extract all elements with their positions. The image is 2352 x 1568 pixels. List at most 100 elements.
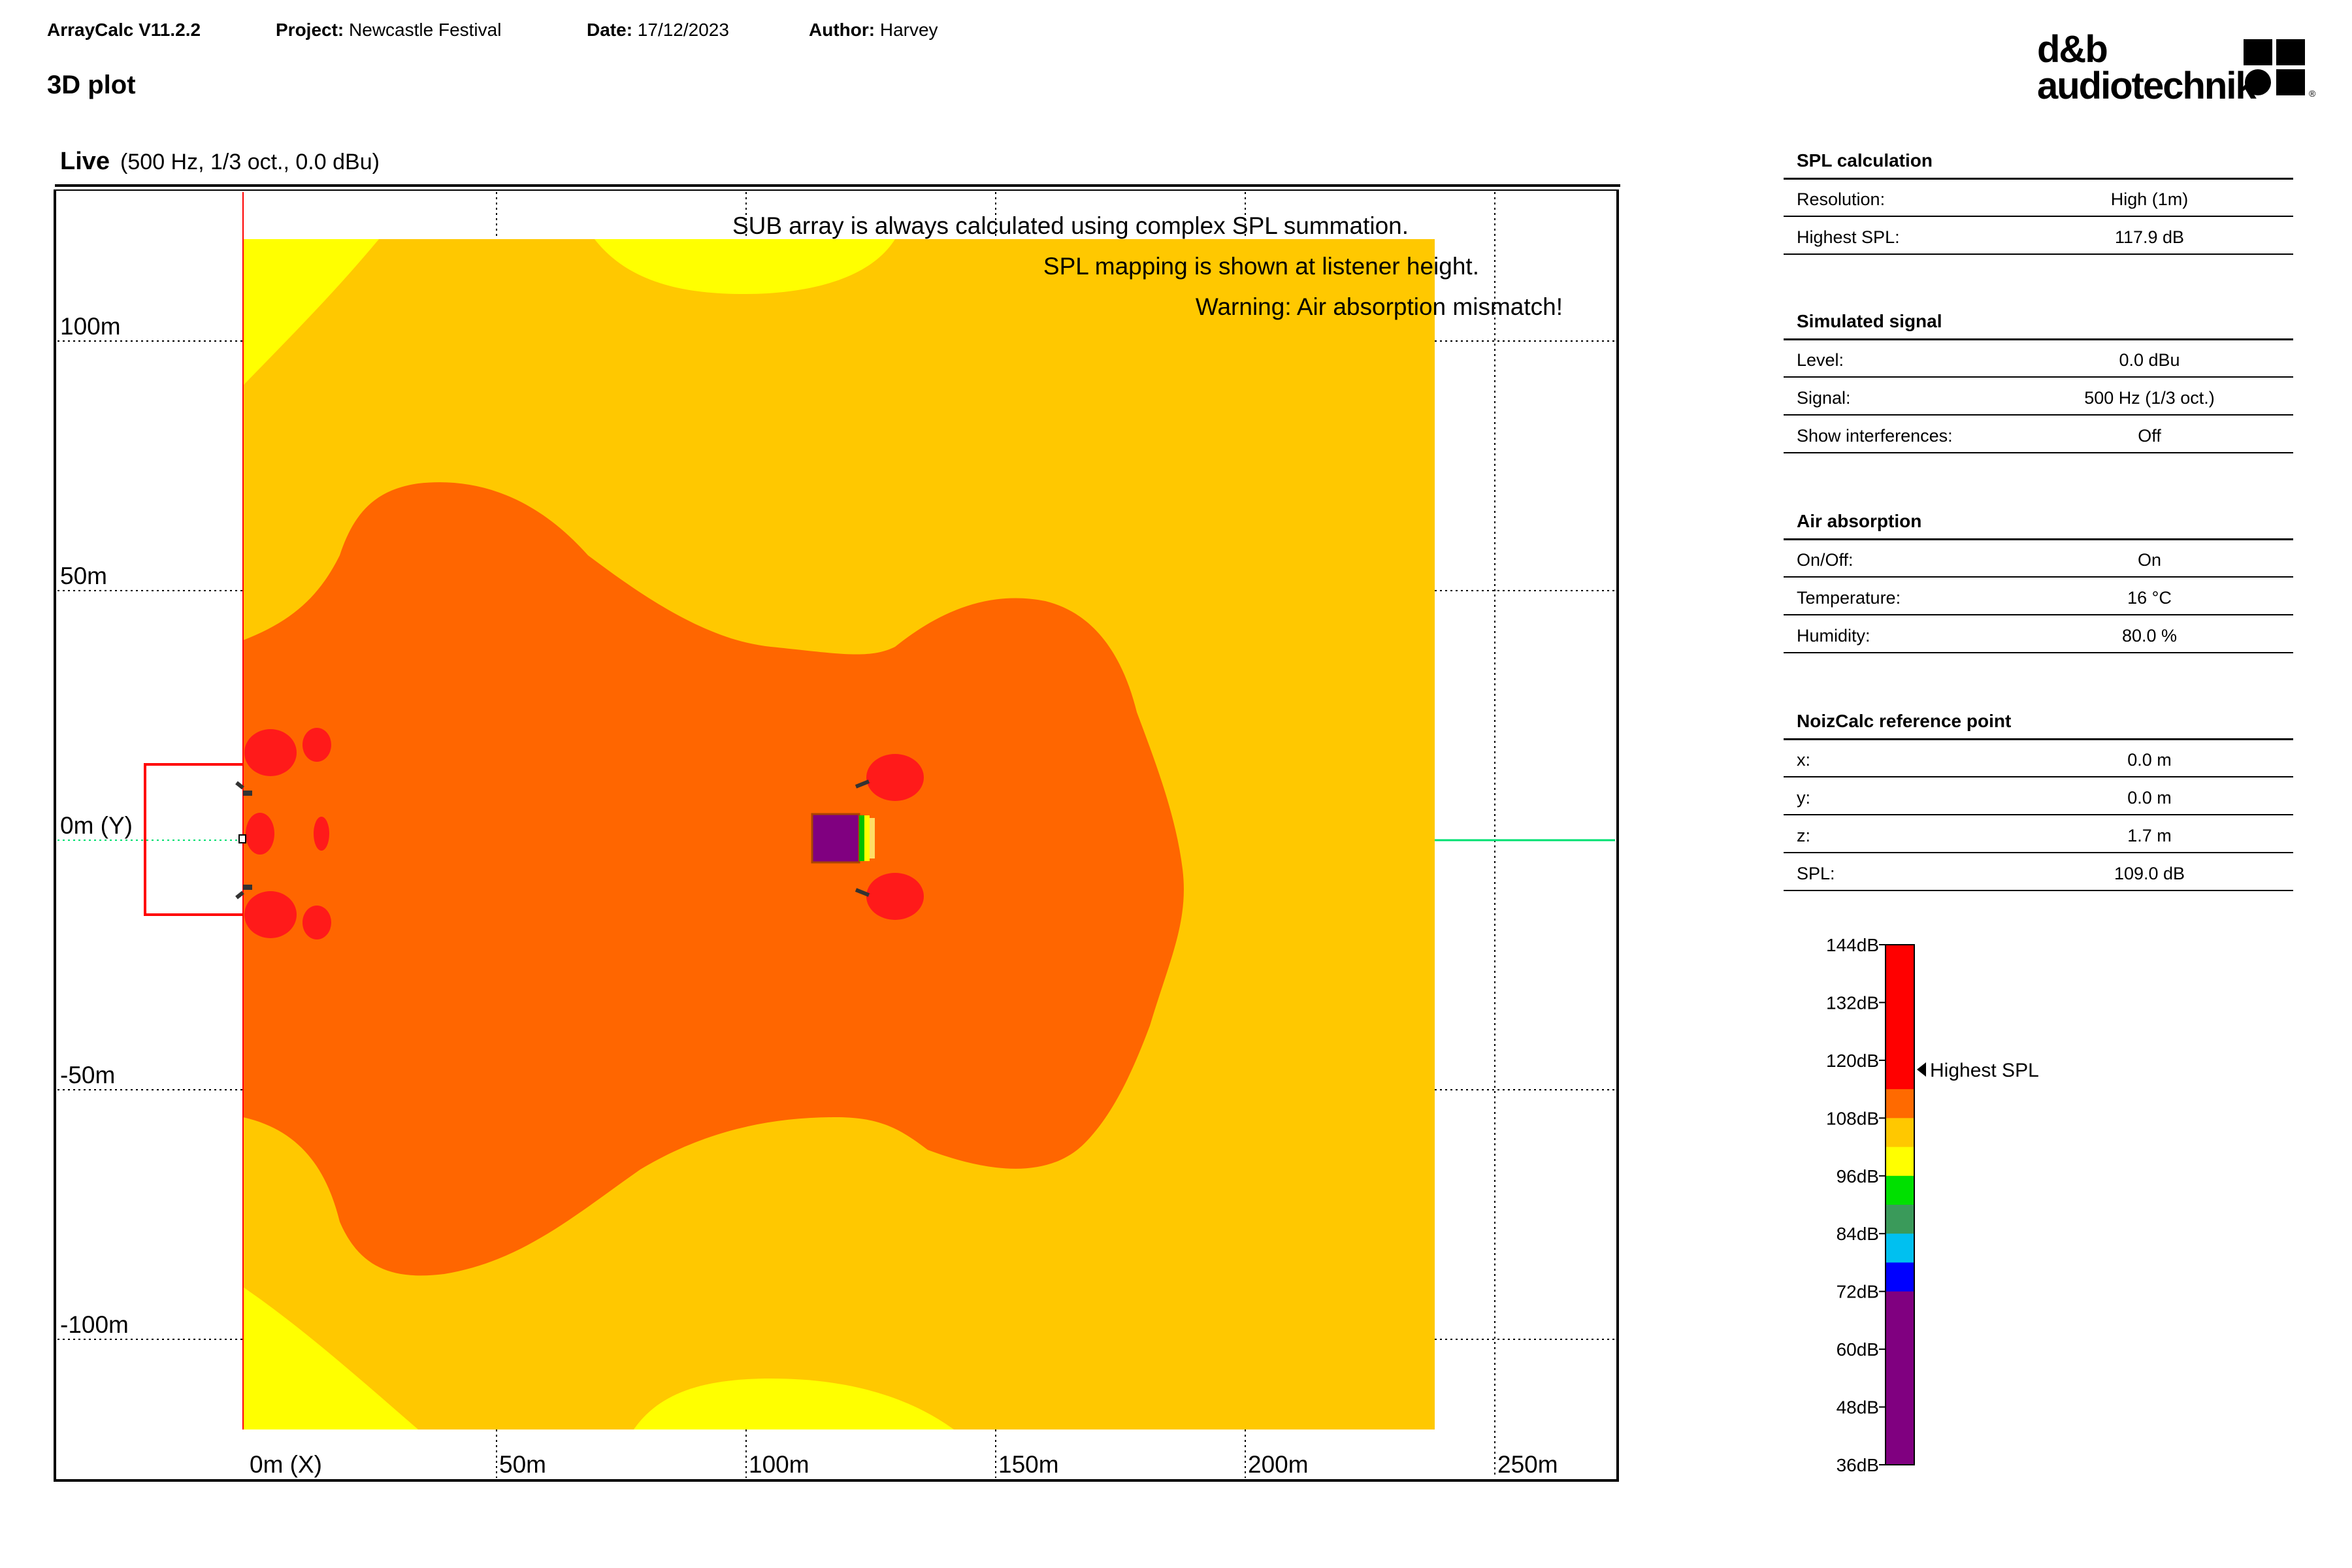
legend-color-bar <box>1886 945 1914 1465</box>
delay-tower-gradient <box>870 818 875 858</box>
panel-row: Humidity: 80.0 % <box>1784 615 2293 653</box>
panel-title: SPL calculation <box>1797 150 1933 171</box>
x-tick-label: 200m <box>1248 1451 1309 1478</box>
panel-title: NoizCalc reference point <box>1797 711 2012 731</box>
delay-speaker-icon <box>855 888 870 897</box>
delay-tower-gradient <box>864 815 870 861</box>
logo-line-2: audiotechnik <box>2037 65 2257 107</box>
legend-tick-label: 96dB <box>1837 1166 1879 1186</box>
legend-tick-label: 36dB <box>1837 1455 1879 1475</box>
x-tick-label: 50m <box>499 1451 546 1478</box>
legend-tick-label: 108dB <box>1826 1108 1879 1128</box>
spl-hotspot <box>302 728 331 762</box>
plot-title: Live <box>60 148 110 175</box>
legend-color-band <box>1886 1031 1914 1061</box>
y-tick-label: 0m (Y) <box>60 812 133 839</box>
highest-spl-marker-label: Highest SPL <box>1930 1060 2039 1081</box>
y-tick-label: 100m <box>60 313 121 340</box>
legend-tick-label: 144dB <box>1826 935 1879 955</box>
delay-speaker-icon <box>855 779 870 789</box>
spl-hotspot <box>314 817 329 851</box>
legend-color-band <box>1886 1435 1914 1465</box>
legend-tick-label: 60dB <box>1837 1339 1879 1360</box>
legend-tick-label: 120dB <box>1826 1051 1879 1071</box>
spl-region-orange <box>243 482 1184 1276</box>
plot-heading: Live (500 Hz, 1/3 oct., 0.0 dBu) <box>60 148 380 176</box>
panel-rule <box>1784 178 2293 180</box>
y-tick-label: -100m <box>60 1311 129 1338</box>
legend-color-band <box>1886 973 1914 1003</box>
logo-line-1: d&b <box>2037 28 2108 71</box>
legend-color-band <box>1886 1291 1914 1321</box>
page-title: 3D plot <box>47 71 136 99</box>
spl-edge-top-left <box>243 239 379 385</box>
legend-color-band <box>1886 1089 1914 1119</box>
spl-hotspot <box>244 729 297 776</box>
legend-color-band <box>1886 1320 1914 1350</box>
brand-logo: d&b audiotechnik <box>2037 28 2257 107</box>
x-tick-label: 250m <box>1497 1451 1558 1478</box>
plot-note: SUB array is always calculated using com… <box>732 212 1409 239</box>
legend-color-band <box>1886 1175 1914 1205</box>
legend-color-band <box>1886 1002 1914 1032</box>
spl-color-legend: 144dB 132dB 120dB 108dB 96dB 84dB 72dB 60dB 48dB… <box>1826 935 2039 1475</box>
project-info: Project: Newcastle Festival <box>276 20 502 40</box>
panel-row: On/Off: On <box>1784 540 2293 578</box>
legend-tick-label: 132dB <box>1826 992 1879 1013</box>
legend-color-band <box>1886 1060 1914 1090</box>
grid-lines <box>57 192 1615 1478</box>
svg-text:®: ® <box>2309 88 2316 99</box>
legend-color-band <box>1886 1407 1914 1437</box>
legend-color-band <box>1886 945 1914 974</box>
legend-tick-label: 72dB <box>1837 1282 1879 1302</box>
panel-rule <box>1784 738 2293 740</box>
spl-hotspot <box>866 754 924 801</box>
x-tick-label: 0m (X) <box>250 1451 322 1478</box>
panel-row: Level: 0.0 dBu <box>1784 340 2293 378</box>
legend-tick-label: 48dB <box>1837 1397 1879 1418</box>
app-name: ArrayCalc V11.2.2 <box>47 20 201 40</box>
panel-title: Air absorption <box>1797 511 1922 531</box>
panel-row: Resolution: High (1m) <box>1784 179 2293 217</box>
legend-color-band <box>1886 1378 1914 1408</box>
spl-hotspot <box>302 906 331 939</box>
x-tick-label: 150m <box>998 1451 1059 1478</box>
spl-map-plot[interactable]: SUB array is always calculated using com… <box>52 189 1633 1496</box>
delay-tower-box <box>811 813 860 864</box>
y-tick-label: 50m <box>60 563 107 589</box>
legend-bar-frame <box>1885 944 1915 1465</box>
legend-tick-label: 84dB <box>1837 1224 1879 1244</box>
y-tick-label: -50m <box>60 1062 115 1088</box>
panel-row: Temperature: 16 °C <box>1784 578 2293 615</box>
legend-color-band <box>1886 1147 1914 1177</box>
logo-mark-icon: ® <box>2244 39 2316 99</box>
panel-rule <box>1784 538 2293 540</box>
legend-color-band <box>1886 1205 1914 1234</box>
panel-rule <box>1784 338 2293 340</box>
plot-note: SPL mapping is shown at listener height. <box>1043 253 1479 280</box>
panel-row: Highest SPL: 117.9 dB <box>1784 217 2293 255</box>
date-info: Date: 17/12/2023 <box>587 20 729 40</box>
panel-row: x: 0.0 m <box>1784 740 2293 777</box>
panel-row: Signal: 500 Hz (1/3 oct.) <box>1784 378 2293 416</box>
panel-title: Simulated signal <box>1797 311 1942 331</box>
stage-speaker-icons <box>235 781 252 900</box>
plot-heading-rule <box>55 184 1620 187</box>
panel-row: SPL: 109.0 dB <box>1784 853 2293 891</box>
spl-hotspot <box>866 873 924 920</box>
legend-color-band <box>1886 1233 1914 1263</box>
panel-row: y: 0.0 m <box>1784 777 2293 815</box>
panel-row: z: 1.7 m <box>1784 815 2293 853</box>
panel-row: Show interferences: Off <box>1784 416 2293 453</box>
x-tick-label: 100m <box>749 1451 809 1478</box>
stage-outline <box>144 763 243 916</box>
plot-subtitle: (500 Hz, 1/3 oct., 0.0 dBu) <box>120 150 380 174</box>
legend-color-band <box>1886 1262 1914 1292</box>
spl-edge-bottom <box>634 1379 954 1429</box>
legend-color-band <box>1886 1349 1914 1379</box>
spl-edge-bottom-left <box>243 1287 418 1429</box>
legend-color-band <box>1886 1118 1914 1148</box>
highest-spl-marker-icon <box>1917 1062 1926 1077</box>
delay-tower-gradient <box>859 815 864 861</box>
spl-hotspot <box>244 891 297 938</box>
